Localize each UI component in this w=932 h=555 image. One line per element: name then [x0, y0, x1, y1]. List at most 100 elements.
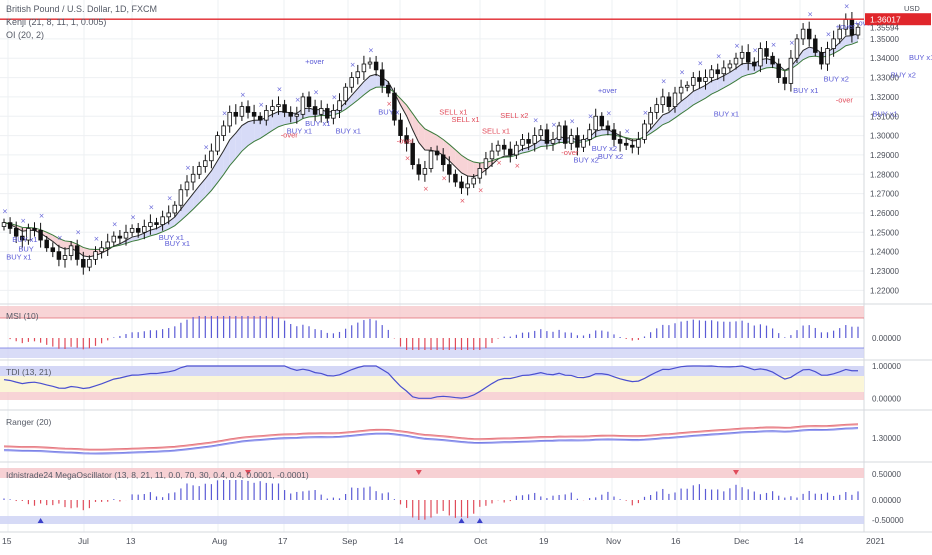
tdi-lower-band — [0, 392, 864, 400]
time-axis-label: Oct — [474, 536, 488, 546]
candle-bear — [453, 173, 458, 183]
candle-bull — [648, 111, 653, 125]
ranger-band-line — [3, 423, 859, 451]
ma-cloud-segment — [278, 111, 285, 127]
candle-bull — [276, 104, 281, 107]
time-axis-label: 15 — [2, 536, 12, 546]
signal-label: +over — [854, 18, 873, 27]
candle-bull — [654, 104, 659, 113]
time-axis-label: Aug — [212, 536, 227, 546]
ranger-band-line — [3, 427, 859, 454]
signal-label: BUY x1 — [336, 127, 361, 136]
candle-bull — [758, 48, 763, 67]
candle-bear — [117, 235, 123, 239]
candle-bear — [526, 139, 531, 144]
candle-bear — [44, 239, 49, 249]
signal-x-marker: × — [130, 213, 136, 221]
ma-cloud-segment — [717, 75, 724, 92]
candle-bull — [532, 135, 537, 144]
candle-bull — [569, 135, 574, 144]
candle-bear — [20, 235, 25, 241]
ma-cloud-segment — [16, 225, 23, 232]
time-axis-label: 13 — [126, 536, 136, 546]
candle-bull — [178, 189, 184, 206]
mega-axis-label: 0.00000 — [872, 496, 901, 505]
candle-bull — [855, 26, 861, 36]
signal-label: -over — [397, 136, 415, 145]
currency-label: USD — [904, 4, 920, 13]
candle-bear — [392, 92, 397, 121]
signal-x-marker: × — [313, 89, 319, 97]
candle-bull — [422, 168, 428, 175]
ma-cloud-segment — [681, 96, 688, 114]
signal-x-marker: × — [496, 159, 502, 167]
candle-bear — [398, 119, 403, 136]
signal-x-marker: × — [734, 42, 740, 50]
chart-title: British Pound / U.S. Dollar, 1D, FXCM — [6, 4, 158, 14]
current-price-tag-text: 1.36017 — [870, 15, 901, 25]
ma-cloud-segment — [742, 63, 749, 77]
signal-x-marker: × — [441, 174, 447, 182]
candle-bull — [361, 63, 367, 73]
time-axis-label: 17 — [278, 536, 288, 546]
mega-sell-triangle — [415, 470, 422, 475]
price-axis-label: 1.28000 — [870, 170, 899, 179]
candle-bear — [666, 96, 672, 107]
candle-bull — [355, 71, 361, 78]
signal-x-marker: × — [75, 229, 81, 237]
candle-bull — [190, 173, 196, 183]
signal-x-marker: × — [240, 91, 246, 99]
candle-bear — [325, 108, 330, 119]
candle-bull — [62, 255, 68, 260]
candle-bear — [447, 164, 452, 175]
candle-bull — [68, 245, 74, 256]
candle-bear — [630, 144, 635, 148]
candle-bull — [672, 92, 678, 107]
signal-x-marker: × — [331, 93, 337, 101]
signal-label: BUY x2 — [598, 152, 623, 161]
candle-bear — [697, 77, 702, 82]
candle-bear — [245, 106, 251, 113]
ma-cloud-segment — [126, 237, 133, 244]
signal-x-marker: × — [167, 194, 173, 202]
tdi-axis-label: 0.00000 — [872, 394, 901, 403]
candle-bear — [154, 222, 159, 225]
candle-bear — [373, 61, 379, 71]
candle-bull — [636, 139, 641, 148]
candle-bull — [209, 150, 214, 162]
mega-buy-triangle — [476, 518, 483, 523]
signal-label: BUY — [18, 245, 33, 254]
signal-label: SELL x2 — [500, 111, 528, 120]
signal-x-marker: × — [350, 61, 356, 69]
ranger-band-line — [3, 427, 859, 455]
candle-bear — [782, 77, 788, 84]
signal-label: BUY x1 — [159, 233, 184, 242]
candle-bull — [264, 110, 269, 121]
candle-bear — [50, 247, 56, 253]
candle-bull — [495, 144, 501, 152]
candle-bull — [227, 111, 232, 127]
ma-cloud-segment — [699, 85, 706, 102]
signal-x-marker: × — [423, 185, 429, 193]
candle-bull — [160, 216, 165, 225]
slow-ma-line — [3, 41, 859, 251]
candle-bull — [123, 231, 129, 239]
signal-x-marker: × — [661, 78, 667, 86]
ma-cloud-segment — [693, 88, 700, 105]
ma-cloud-segment — [595, 129, 602, 137]
candle-bull — [221, 125, 226, 136]
signal-x-marker: × — [20, 217, 26, 225]
tdi-mid-band — [0, 376, 864, 392]
candle-bull — [593, 115, 598, 131]
signal-label: BUY x1 — [909, 53, 932, 62]
candle-bear — [7, 222, 13, 229]
signal-x-marker: × — [148, 203, 154, 211]
candle-bear — [312, 106, 318, 115]
mega-axis-label: -0.50000 — [872, 516, 904, 525]
candle-bull — [93, 251, 98, 260]
candle-bull — [642, 123, 647, 140]
ma-cloud-segment — [431, 131, 438, 152]
price-axis-label: 1.25000 — [870, 228, 899, 237]
signal-label: BUY x — [378, 107, 399, 116]
